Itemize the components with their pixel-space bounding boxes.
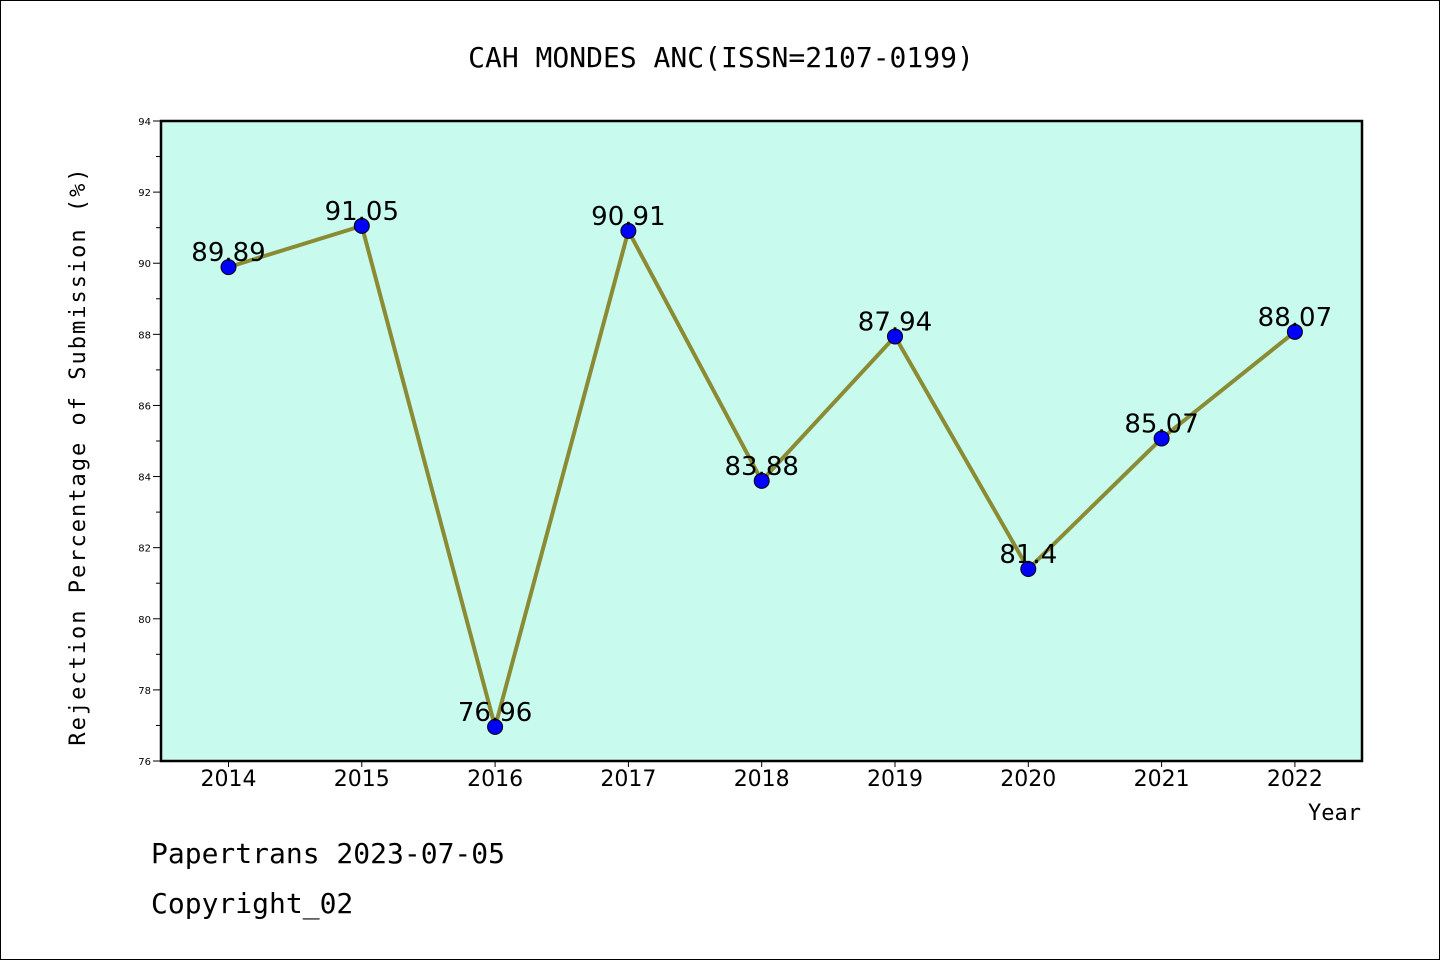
data-label: 85.07	[1124, 410, 1198, 440]
data-label: 81.4	[999, 540, 1057, 570]
x-tick-label: 2021	[1134, 767, 1190, 792]
y-tick-label: 78	[138, 686, 151, 697]
y-axis: 76 78 80 82 84 86 88 90 92 94	[138, 117, 161, 768]
data-point-marker	[1153, 430, 1170, 447]
x-axis: 2014 2015 2016 2017 2018 2019 2020 2021 2022	[201, 761, 1323, 792]
x-tick-label: 2022	[1267, 767, 1323, 792]
data-point-marker	[487, 718, 504, 735]
y-tick-label: 88	[138, 330, 151, 341]
data-point-marker	[220, 259, 237, 276]
data-label: 76.96	[458, 698, 532, 728]
y-tick-label: 86	[138, 401, 151, 412]
x-axis-label: Year	[1308, 801, 1361, 826]
y-tick-label: 80	[138, 615, 151, 626]
y-tick-label: 92	[138, 188, 151, 199]
data-point-marker	[887, 328, 903, 345]
y-tick-label: 76	[138, 757, 151, 768]
chart-title: CAH MONDES ANC(ISSN=2107-0199)	[468, 41, 974, 74]
data-point-marker	[620, 222, 637, 239]
y-tick-label: 84	[138, 473, 151, 484]
footer-copyright: Copyright_02	[151, 887, 354, 920]
x-tick-label: 2017	[600, 767, 656, 792]
data-point-marker	[353, 217, 370, 234]
x-tick-label: 2020	[1000, 767, 1056, 792]
data-label: 88.07	[1258, 303, 1332, 333]
data-series	[220, 217, 1303, 735]
data-point-marker	[753, 472, 770, 489]
x-tick-label: 2016	[467, 767, 523, 792]
y-axis-label: Rejection Percentage of Submission (%)	[66, 166, 91, 745]
data-labels: 89.89 91.05 76.96 90.91 83.88 87.94 81.4 85.07 8…	[191, 197, 1332, 728]
data-label: 83.88	[724, 452, 798, 482]
y-tick-label: 82	[138, 544, 151, 555]
x-tick-label: 2018	[734, 767, 790, 792]
x-tick-label: 2019	[867, 767, 923, 792]
y-tick-label: 94	[138, 117, 151, 128]
data-point-marker	[1286, 323, 1303, 340]
y-tick-label: 90	[138, 259, 151, 270]
data-point-marker	[1020, 561, 1037, 577]
data-label: 87.94	[858, 307, 932, 337]
data-label: 89.89	[191, 238, 265, 268]
data-label: 90.91	[591, 202, 665, 232]
x-tick-label: 2014	[201, 767, 257, 792]
footer-date: Papertrans 2023-07-05	[151, 837, 506, 870]
data-label: 91.05	[325, 197, 399, 227]
x-tick-label: 2015	[334, 767, 390, 792]
